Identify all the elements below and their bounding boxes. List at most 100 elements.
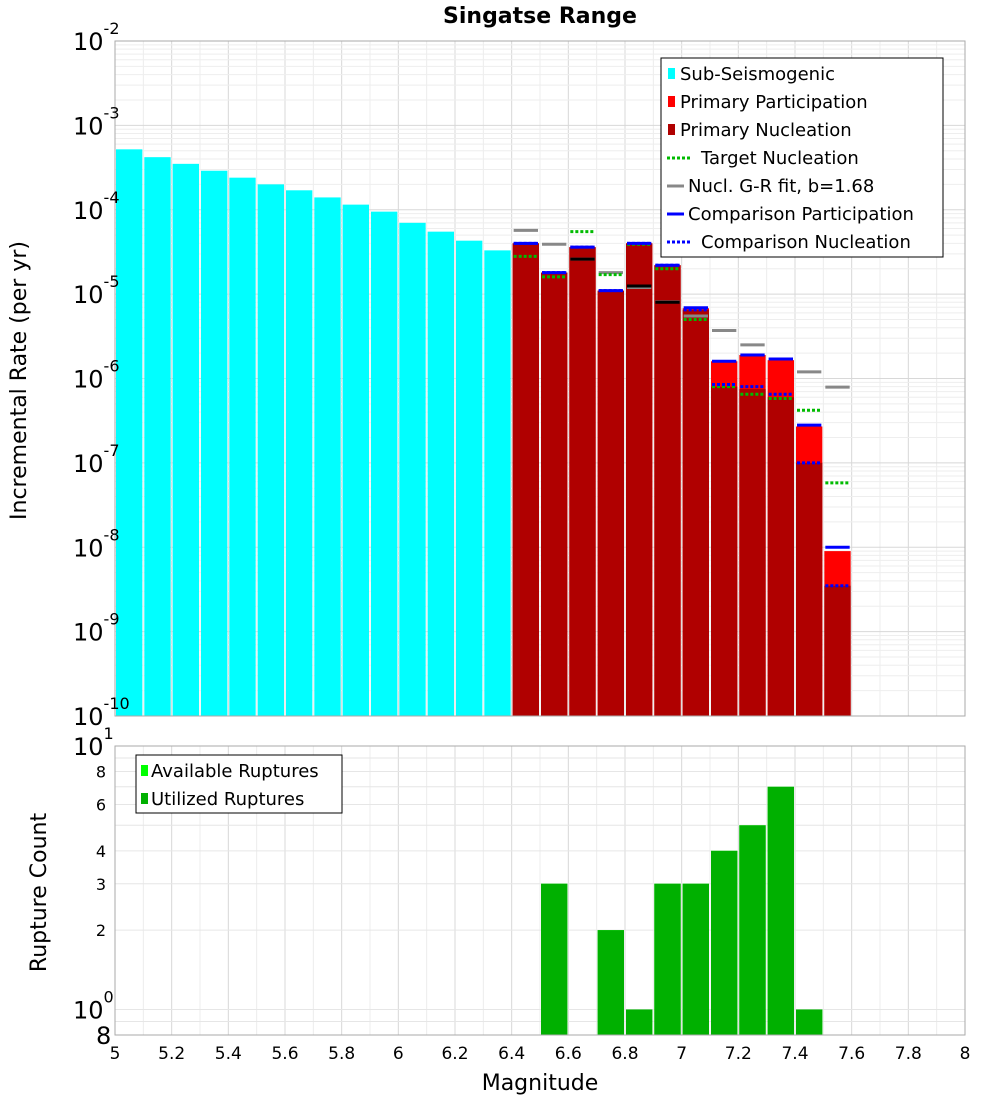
- top-plot-frame: [114, 40, 966, 717]
- legend-label: Comparison Nucleation: [701, 232, 911, 253]
- legend-label: Nucl. G-R fit, b=1.68: [688, 176, 874, 197]
- bar-primary-nucleation: [824, 585, 851, 716]
- chart-title: Singatse Range: [443, 4, 637, 29]
- comparison-nucleation-marks: [513, 241, 850, 588]
- bottom-y-tick-label: 2: [96, 921, 106, 940]
- top-y-tick-label: 10-9: [73, 610, 120, 647]
- legend-label: Utilized Ruptures: [151, 789, 304, 810]
- x-axis-label: Magnitude: [482, 1071, 599, 1096]
- bar-primary-nucleation: [512, 243, 539, 717]
- bar-utilized-ruptures: [541, 883, 568, 1035]
- legend-swatch: [141, 765, 148, 776]
- x-tick-label: 7.2: [725, 1044, 752, 1064]
- x-tick-label: 7.8: [895, 1044, 922, 1064]
- bottom-y-tick-label: 101: [73, 724, 114, 761]
- top-y-tick-label: 10-5: [73, 272, 120, 309]
- top-y-tick-label: 10-3: [73, 103, 120, 140]
- legend-swatch: [668, 96, 675, 107]
- rupture-count-bars: [541, 786, 823, 1035]
- bar-primary-nucleation: [541, 272, 568, 716]
- bar-utilized-ruptures: [654, 883, 681, 1035]
- x-tick-label: 6.2: [441, 1044, 468, 1064]
- bar-sub-seismogenic: [172, 163, 199, 717]
- legend-label: Sub-Seismogenic: [680, 64, 835, 85]
- x-tick-label: 5.2: [158, 1044, 185, 1064]
- x-tick-label: 7.4: [781, 1044, 808, 1064]
- bar-sub-seismogenic: [144, 157, 171, 717]
- x-tick-label: 5: [110, 1044, 121, 1064]
- bar-utilized-ruptures: [597, 930, 624, 1035]
- top-y-tick-label: 10-4: [73, 188, 120, 225]
- top-y-tick-label: 10-8: [73, 525, 120, 562]
- bottom-y-tick-label: 6: [96, 795, 106, 814]
- top-y-tick-label: 10-2: [73, 19, 120, 56]
- x-tick-label: 6.6: [555, 1044, 582, 1064]
- legend-label: Primary Nucleation: [680, 120, 852, 141]
- bottom-y-tick-label: 3: [96, 875, 106, 894]
- bottom-legend: Available Ruptures Utilized Ruptures: [135, 754, 343, 814]
- bar-utilized-ruptures: [682, 883, 709, 1035]
- bar-primary-nucleation: [597, 290, 624, 716]
- bar-sub-seismogenic: [229, 177, 256, 716]
- x-tick-label: 6.8: [611, 1044, 638, 1064]
- top-legend: Sub-Seismogenic Primary Participation Prim…: [660, 57, 944, 258]
- top-y-tick-label: 10-6: [73, 357, 120, 394]
- x-tick-label: 8: [960, 1044, 971, 1064]
- legend-label: Available Ruptures: [151, 761, 319, 782]
- bar-primary-nucleation: [796, 462, 823, 716]
- legend-swatch: [668, 68, 675, 79]
- bar-sub-seismogenic: [399, 222, 426, 716]
- bar-sub-seismogenic: [427, 231, 454, 716]
- bar-sub-seismogenic: [314, 197, 341, 717]
- bottom-legend-box: [135, 754, 343, 814]
- x-tick-label: 6.4: [498, 1044, 525, 1064]
- bar-sub-seismogenic: [456, 240, 483, 717]
- bar-sub-seismogenic: [371, 211, 398, 716]
- top-y-tick-label: 10-7: [73, 441, 120, 478]
- legend-label: Target Nucleation: [700, 148, 859, 169]
- bar-utilized-ruptures: [767, 786, 794, 1035]
- x-tick-label: 6: [393, 1044, 404, 1064]
- bar-primary-nucleation: [767, 397, 794, 716]
- top-y-gridlines: [115, 44, 965, 717]
- x-tick-label: 7.6: [838, 1044, 865, 1064]
- bar-sub-seismogenic: [257, 184, 284, 717]
- bar-utilized-ruptures: [739, 825, 766, 1035]
- bar-sub-seismogenic: [286, 190, 313, 716]
- bar-primary-nucleation: [682, 309, 709, 716]
- top-legend-box: [660, 57, 944, 258]
- bottom-plot-frame: [114, 745, 966, 1036]
- bottom-y-axis-label: Rupture Count: [27, 813, 52, 973]
- bar-utilized-ruptures: [626, 1009, 653, 1035]
- bar-utilized-ruptures: [711, 850, 738, 1035]
- legend-swatch: [668, 124, 675, 135]
- bar-sub-seismogenic: [342, 204, 369, 717]
- bar-utilized-ruptures: [796, 1009, 823, 1035]
- bottom-y-tick-label: 4: [96, 842, 106, 861]
- primary-nucleation-bars: [512, 243, 851, 717]
- x-tick-label: 5.4: [215, 1044, 242, 1064]
- black-reference-marks: [570, 257, 680, 304]
- x-tick-label: 5.8: [328, 1044, 355, 1064]
- bar-sub-seismogenic: [201, 170, 228, 716]
- bottom-y-tick-label: 8: [96, 1022, 111, 1050]
- legend-label: Primary Participation: [680, 92, 868, 113]
- x-tick-label: 5.6: [271, 1044, 298, 1064]
- top-y-axis-label: Incremental Rate (per yr): [7, 241, 32, 520]
- bar-primary-nucleation: [569, 247, 596, 716]
- bar-primary-nucleation: [739, 389, 766, 716]
- top-y-tick-label: 10-10: [73, 694, 130, 731]
- bottom-y-tick-label: 100: [73, 987, 114, 1024]
- legend-swatch: [141, 793, 148, 804]
- bottom-y-tick-label: 8: [96, 763, 106, 782]
- bar-sub-seismogenic: [116, 149, 143, 716]
- bar-primary-nucleation: [711, 386, 738, 716]
- sub-seismogenic-bars: [116, 149, 511, 717]
- bar-primary-nucleation: [626, 243, 653, 717]
- legend-label: Comparison Participation: [688, 204, 914, 225]
- x-tick-label: 7: [676, 1044, 687, 1064]
- bar-sub-seismogenic: [484, 250, 511, 717]
- bar-primary-nucleation: [654, 265, 681, 716]
